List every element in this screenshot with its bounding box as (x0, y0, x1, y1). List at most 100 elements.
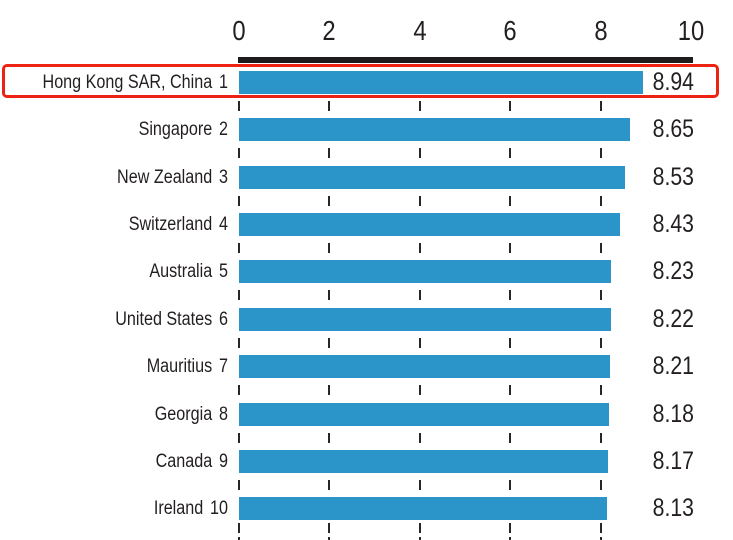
gridline-dash (599, 101, 602, 111)
gridline-dash (238, 196, 240, 206)
gridline-dash (509, 385, 512, 395)
x-axis-line (238, 57, 693, 63)
gridline-dash (599, 290, 602, 300)
value-label: 8.22 (652, 305, 694, 333)
gridline-dash (238, 523, 240, 533)
country-name: Georgia (154, 404, 213, 425)
gridline-dash (238, 338, 240, 348)
bar (239, 450, 609, 473)
gridline-dash (328, 385, 331, 395)
gridline-dash (599, 148, 602, 158)
gridline-dash (509, 243, 512, 253)
x-axis-tick-label: 0 (232, 15, 246, 46)
x-axis-tick-label: 6 (503, 15, 517, 46)
value-label: 8.23 (652, 257, 694, 285)
gridline-dash (418, 537, 421, 540)
value-label: 8.17 (652, 447, 694, 475)
rank-number: 3 (219, 167, 228, 188)
row-label: New Zealand 3 (34, 166, 228, 189)
rank-number: 6 (219, 309, 228, 330)
value-label: 8.43 (652, 210, 694, 238)
bar (239, 166, 625, 189)
bar (239, 260, 611, 283)
gridline-dash (328, 243, 331, 253)
gridline-dash (599, 338, 602, 348)
gridline-dash (509, 101, 512, 111)
gridline-dash (418, 243, 421, 253)
x-axis-tick-label: 10 (677, 15, 705, 46)
gridline-dash (418, 433, 421, 443)
gridline-dash (418, 523, 421, 533)
gridline-dash (418, 101, 421, 111)
country-name: Ireland (153, 498, 204, 519)
gridline-dash (509, 433, 512, 443)
value-label: 8.94 (652, 68, 694, 96)
rank-number: 8 (219, 404, 228, 425)
gridline-dash (238, 148, 240, 158)
gridline-dash (599, 243, 602, 253)
row-label: Mauritius 7 (34, 355, 228, 378)
gridline-dash (328, 101, 331, 111)
rank-number: 1 (219, 72, 228, 93)
country-name: United States (115, 309, 213, 330)
country-name: Singapore (138, 119, 213, 140)
x-axis-tick-label: 8 (593, 15, 608, 46)
gridline-dash (599, 433, 602, 443)
gridline-dash (418, 480, 421, 490)
row-label: Georgia 8 (34, 403, 228, 426)
gridline-dash (599, 385, 602, 395)
gridline-dash (599, 196, 602, 206)
gridline-dash (238, 290, 240, 300)
country-name: New Zealand (117, 167, 213, 188)
highlight-box (2, 64, 719, 98)
rank-number: 4 (219, 214, 228, 235)
row-label: Switzerland 4 (34, 213, 228, 236)
gridline-dash (328, 290, 331, 300)
gridline-dash (238, 537, 240, 540)
x-axis-tick-label: 2 (322, 15, 337, 46)
gridline-dash (599, 523, 602, 533)
bar (239, 118, 630, 141)
bar (239, 497, 607, 520)
gridline-dash (418, 385, 421, 395)
country-name: Hong Kong SAR, China (42, 72, 213, 93)
bar (239, 213, 620, 236)
gridline-dash (328, 148, 331, 158)
gridline-dash (328, 537, 331, 540)
rank-number: 7 (219, 356, 228, 377)
rank-number: 5 (219, 261, 228, 282)
gridline-dash (418, 148, 421, 158)
gridline-dash (238, 480, 240, 490)
row-label: Ireland 10 (34, 497, 228, 520)
value-label: 8.53 (652, 163, 694, 191)
rank-number: 9 (219, 451, 228, 472)
country-name: Canada (155, 451, 213, 472)
country-name: Australia (149, 261, 213, 282)
country-name: Switzerland (128, 214, 213, 235)
gridline-dash (328, 480, 331, 490)
gridline-dash (509, 290, 512, 300)
gridline-dash (599, 480, 602, 490)
row-label: United States 6 (34, 308, 228, 331)
gridline-dash (328, 338, 331, 348)
gridline-dash (509, 148, 512, 158)
gridline-dash (238, 101, 240, 111)
gridline-dash (509, 196, 512, 206)
gridline-dash (418, 290, 421, 300)
gridline-dash (238, 433, 240, 443)
row-label: Singapore 2 (34, 118, 228, 141)
rank-number: 10 (210, 498, 228, 519)
bar (239, 355, 611, 378)
x-axis-tick-label: 4 (413, 15, 427, 46)
value-label: 8.13 (652, 494, 694, 522)
value-label: 8.21 (652, 352, 694, 380)
gridline-dash (418, 196, 421, 206)
gridline-dash (238, 385, 240, 395)
gridline-dash (328, 196, 331, 206)
row-label: Canada 9 (34, 450, 228, 473)
gridline-dash (509, 523, 512, 533)
gridline-dash (509, 338, 512, 348)
gridline-dash (599, 537, 602, 540)
gridline-dash (509, 480, 512, 490)
value-label: 8.65 (652, 115, 694, 143)
